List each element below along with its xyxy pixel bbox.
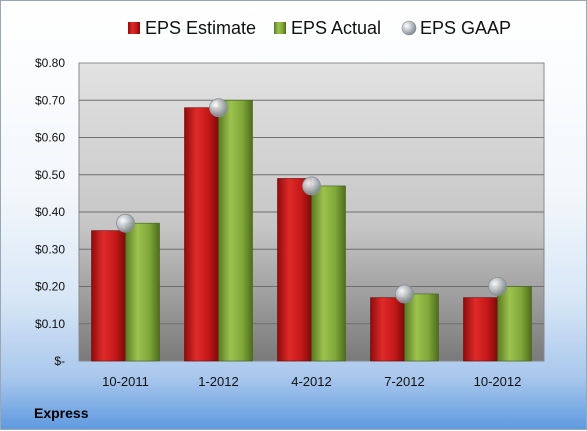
company-name: Express	[34, 405, 89, 421]
x-tick-label: 4-2012	[291, 374, 331, 389]
legend-eps-estimate: EPS Estimate	[128, 18, 256, 38]
point-eps-gaap	[209, 98, 228, 118]
bar-eps-actual	[218, 99, 253, 362]
legend-swatch	[274, 22, 286, 34]
bar-eps-actual	[311, 185, 346, 362]
point-eps-gaap	[395, 284, 414, 304]
y-axis-ticks: $- $0.10 $0.20 $0.30 $0.40 $0.50 $0.60 $0.70 $0.…	[35, 56, 65, 368]
y-tick-label: $0.20	[35, 280, 65, 294]
x-tick-label: 1-2012	[198, 374, 238, 389]
bar-eps-estimate	[91, 230, 126, 362]
x-tick-label: 10-2011	[102, 374, 149, 389]
x-axis-ticks: 10-2011 1-2012 4-2012 7-2012 10-2012	[102, 374, 521, 389]
legend-label: EPS Estimate	[145, 18, 256, 38]
legend-eps-actual: EPS Actual	[274, 18, 381, 38]
bar-eps-estimate	[463, 297, 498, 362]
legend-label: EPS Actual	[291, 18, 381, 38]
bar-eps-estimate	[277, 178, 312, 362]
y-tick-label: $0.10	[35, 317, 65, 331]
y-tick-label: $0.40	[35, 205, 65, 219]
legend-label: EPS GAAP	[420, 18, 511, 38]
legend-swatch	[128, 22, 140, 34]
bar-eps-actual	[125, 222, 160, 362]
x-tick-label: 10-2012	[474, 374, 522, 389]
gaap-points	[116, 98, 507, 304]
bar-eps-actual	[404, 293, 439, 362]
point-eps-gaap	[302, 176, 321, 196]
y-tick-label: $-	[54, 354, 65, 368]
bars	[91, 99, 532, 362]
x-tick-label: 7-2012	[384, 374, 424, 389]
y-tick-label: $0.70	[35, 93, 65, 107]
legend-swatch	[401, 20, 417, 36]
bar-eps-estimate	[184, 107, 219, 362]
bar-eps-actual	[497, 286, 532, 362]
y-tick-label: $0.60	[35, 131, 65, 145]
legend-eps-gaap: EPS GAAP	[401, 18, 511, 38]
legend: EPS Estimate EPS Actual EPS GAAP	[128, 18, 511, 38]
point-eps-gaap	[116, 213, 135, 233]
y-tick-label: $0.30	[35, 242, 65, 256]
point-eps-gaap	[488, 277, 507, 296]
y-tick-label: $0.80	[35, 56, 65, 70]
bar-eps-estimate	[370, 297, 405, 362]
y-tick-label: $0.50	[35, 168, 65, 182]
